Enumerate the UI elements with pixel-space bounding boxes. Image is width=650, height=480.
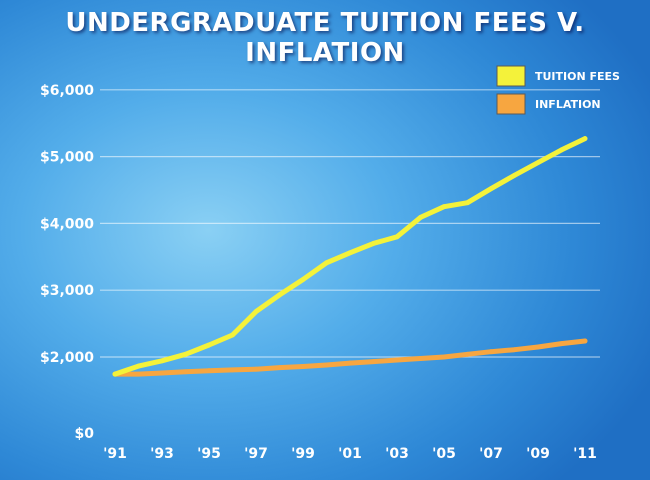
- data-point: [559, 341, 564, 347]
- legend-swatch: [496, 65, 526, 87]
- x-tick-label: '11: [573, 446, 597, 462]
- legend-swatch: [496, 93, 526, 115]
- data-point: [465, 200, 470, 206]
- data-point: [324, 260, 329, 266]
- data-point: [582, 338, 588, 344]
- gridlines: [100, 89, 600, 358]
- data-point: [253, 309, 259, 314]
- legend-label: INFLATION: [535, 98, 601, 111]
- x-tick-label: '99: [291, 446, 315, 462]
- data-point: [230, 332, 235, 338]
- data-point: [512, 347, 517, 353]
- data-point: [347, 360, 353, 366]
- data-point: [418, 356, 423, 361]
- x-tick-label: '95: [197, 446, 221, 462]
- x-axis-ticks: '91 '93 '95 '97 '99 '01 '03 '05 '07 '09 '11: [103, 446, 597, 462]
- data-point: [512, 172, 517, 178]
- data-point: [535, 344, 541, 350]
- x-tick-label: '05: [432, 446, 456, 462]
- data-point: [418, 214, 423, 220]
- data-point: [441, 204, 447, 210]
- series-lines: [112, 136, 588, 377]
- data-point: [183, 351, 188, 357]
- data-point: [112, 371, 118, 377]
- legend-label: TUITION FEES: [535, 70, 620, 83]
- legend: TUITION FEES INFLATION: [496, 65, 620, 115]
- y-tick-label: $0: [75, 426, 95, 442]
- x-tick-label: '01: [338, 446, 362, 462]
- data-point: [324, 362, 329, 368]
- chart-title: UNDERGRADUATE TUITION FEES V. INFLATION: [65, 8, 585, 68]
- y-tick-label: $4,000: [40, 216, 94, 232]
- data-point: [183, 369, 188, 375]
- data-point: [230, 367, 235, 373]
- data-point: [159, 358, 165, 364]
- data-point: [136, 371, 141, 377]
- data-point: [253, 366, 259, 372]
- data-point: [300, 277, 306, 282]
- x-tick-label: '07: [479, 446, 503, 462]
- data-point: [582, 136, 588, 141]
- x-tick-label: '09: [526, 446, 550, 462]
- data-point: [371, 241, 376, 246]
- x-tick-label: '93: [150, 446, 174, 462]
- y-tick-label: $5,000: [40, 150, 94, 166]
- data-point: [441, 354, 447, 360]
- data-point: [277, 365, 282, 371]
- data-point: [206, 368, 212, 374]
- x-tick-label: '91: [103, 446, 127, 462]
- data-point: [465, 351, 470, 357]
- x-tick-label: '03: [385, 446, 409, 462]
- data-point: [394, 234, 400, 240]
- y-axis-ticks: $0 $2,000 $3,000 $4,000 $5,000 $6,000: [40, 83, 94, 442]
- data-point: [488, 186, 494, 192]
- data-point: [206, 342, 212, 348]
- data-point: [371, 359, 376, 364]
- x-tick-label: '97: [244, 446, 268, 462]
- y-tick-label: $2,000: [40, 350, 94, 366]
- data-point: [488, 349, 494, 355]
- data-point: [159, 370, 165, 376]
- y-tick-label: $6,000: [40, 83, 94, 99]
- y-tick-label: $3,000: [40, 283, 94, 299]
- data-point: [559, 147, 564, 153]
- data-point: [394, 357, 400, 363]
- data-point: [300, 364, 306, 369]
- data-point: [347, 250, 353, 256]
- data-point: [535, 160, 541, 166]
- data-point: [277, 292, 282, 298]
- data-point: [136, 363, 141, 369]
